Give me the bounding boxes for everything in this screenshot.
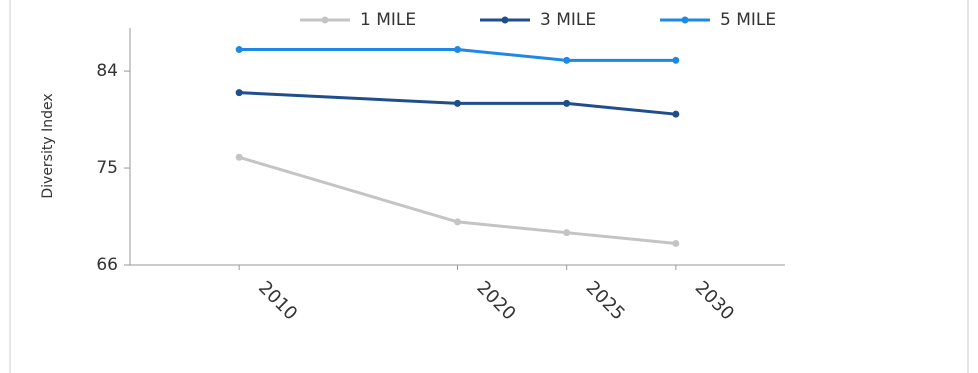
point [454, 99, 461, 107]
legend-swatch-dot [681, 16, 689, 24]
point [235, 153, 243, 161]
point [563, 99, 571, 107]
point [235, 89, 243, 97]
point [672, 56, 680, 64]
y-tick-label: 66 [96, 255, 118, 275]
legend-swatch-dot [501, 16, 509, 24]
x-tick-label: 2010 [254, 277, 301, 324]
x-tick-label: 2025 [582, 277, 629, 324]
point [563, 229, 571, 237]
legend-label: 1 MILE [360, 10, 416, 30]
y-axis-label: Diversity Index [40, 93, 56, 198]
y-tick-label: 75 [96, 158, 118, 178]
x-tick-label: 2030 [691, 277, 738, 324]
point [235, 46, 243, 54]
series-line [239, 91, 676, 116]
point [454, 46, 461, 54]
point [563, 56, 571, 64]
legend-swatch-dot [321, 16, 329, 24]
y-tick-label: 84 [96, 61, 118, 81]
series-line [239, 48, 676, 62]
point [454, 218, 461, 226]
legend-label: 3 MILE [540, 10, 596, 30]
x-tick-label: 2020 [472, 277, 519, 324]
point [672, 110, 680, 118]
legend-label: 5 MILE [720, 10, 776, 30]
point [672, 239, 680, 247]
series-line [238, 155, 676, 245]
